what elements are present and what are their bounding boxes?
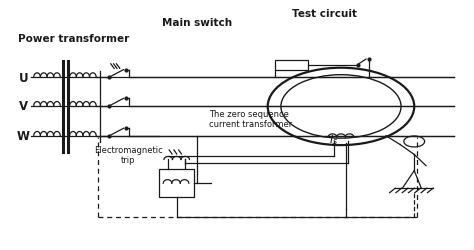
Text: $I_s$: $I_s$ (329, 133, 338, 147)
Text: W: W (17, 130, 30, 143)
Text: Electromagnetic
trip: Electromagnetic trip (94, 145, 163, 165)
Bar (275, 60, 308, 70)
Text: Main switch: Main switch (162, 18, 232, 28)
Text: Test circuit: Test circuit (292, 10, 357, 19)
Bar (159, 170, 194, 197)
Text: Power transformer: Power transformer (18, 34, 129, 44)
Text: U: U (18, 71, 28, 84)
Text: V: V (19, 100, 28, 113)
Text: The zero sequence
current transformer: The zero sequence current transformer (209, 109, 292, 128)
